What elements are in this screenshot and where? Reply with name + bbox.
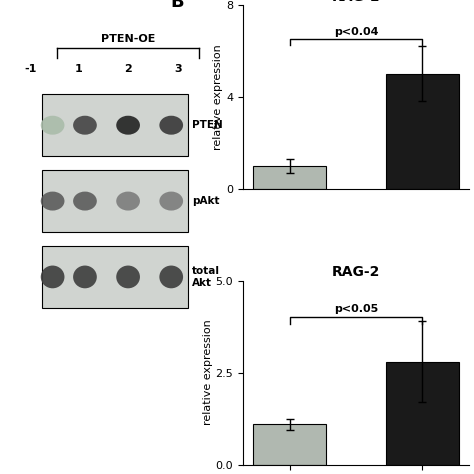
Text: 2: 2 — [124, 64, 132, 74]
Text: PTEN-OE: PTEN-OE — [101, 34, 155, 44]
Ellipse shape — [73, 116, 97, 135]
Y-axis label: relative expression: relative expression — [202, 319, 212, 426]
Bar — [42, 170, 189, 232]
Ellipse shape — [73, 265, 97, 288]
Ellipse shape — [116, 116, 140, 135]
Text: PTEN: PTEN — [191, 120, 222, 130]
Ellipse shape — [41, 191, 64, 210]
Text: B: B — [170, 0, 184, 11]
Ellipse shape — [159, 116, 183, 135]
Text: 3: 3 — [174, 64, 182, 74]
Title: RAG-1: RAG-1 — [332, 0, 380, 4]
Ellipse shape — [73, 191, 97, 210]
Bar — [253, 166, 326, 189]
Ellipse shape — [116, 265, 140, 288]
Ellipse shape — [159, 191, 183, 210]
Ellipse shape — [159, 265, 183, 288]
Ellipse shape — [41, 265, 64, 288]
Text: p<0.05: p<0.05 — [334, 304, 378, 314]
Ellipse shape — [41, 116, 64, 135]
Bar — [42, 94, 189, 156]
Title: RAG-2: RAG-2 — [332, 265, 380, 280]
Text: p<0.04: p<0.04 — [334, 27, 378, 37]
Text: total
Akt: total Akt — [191, 266, 220, 288]
Text: 1: 1 — [74, 64, 82, 74]
Bar — [386, 362, 459, 465]
Bar — [42, 246, 189, 308]
Text: pAkt: pAkt — [191, 196, 219, 206]
Bar — [253, 424, 326, 465]
Y-axis label: relative expression: relative expression — [213, 44, 223, 150]
Bar — [386, 74, 459, 189]
Text: -1: -1 — [25, 64, 37, 74]
Ellipse shape — [116, 191, 140, 210]
